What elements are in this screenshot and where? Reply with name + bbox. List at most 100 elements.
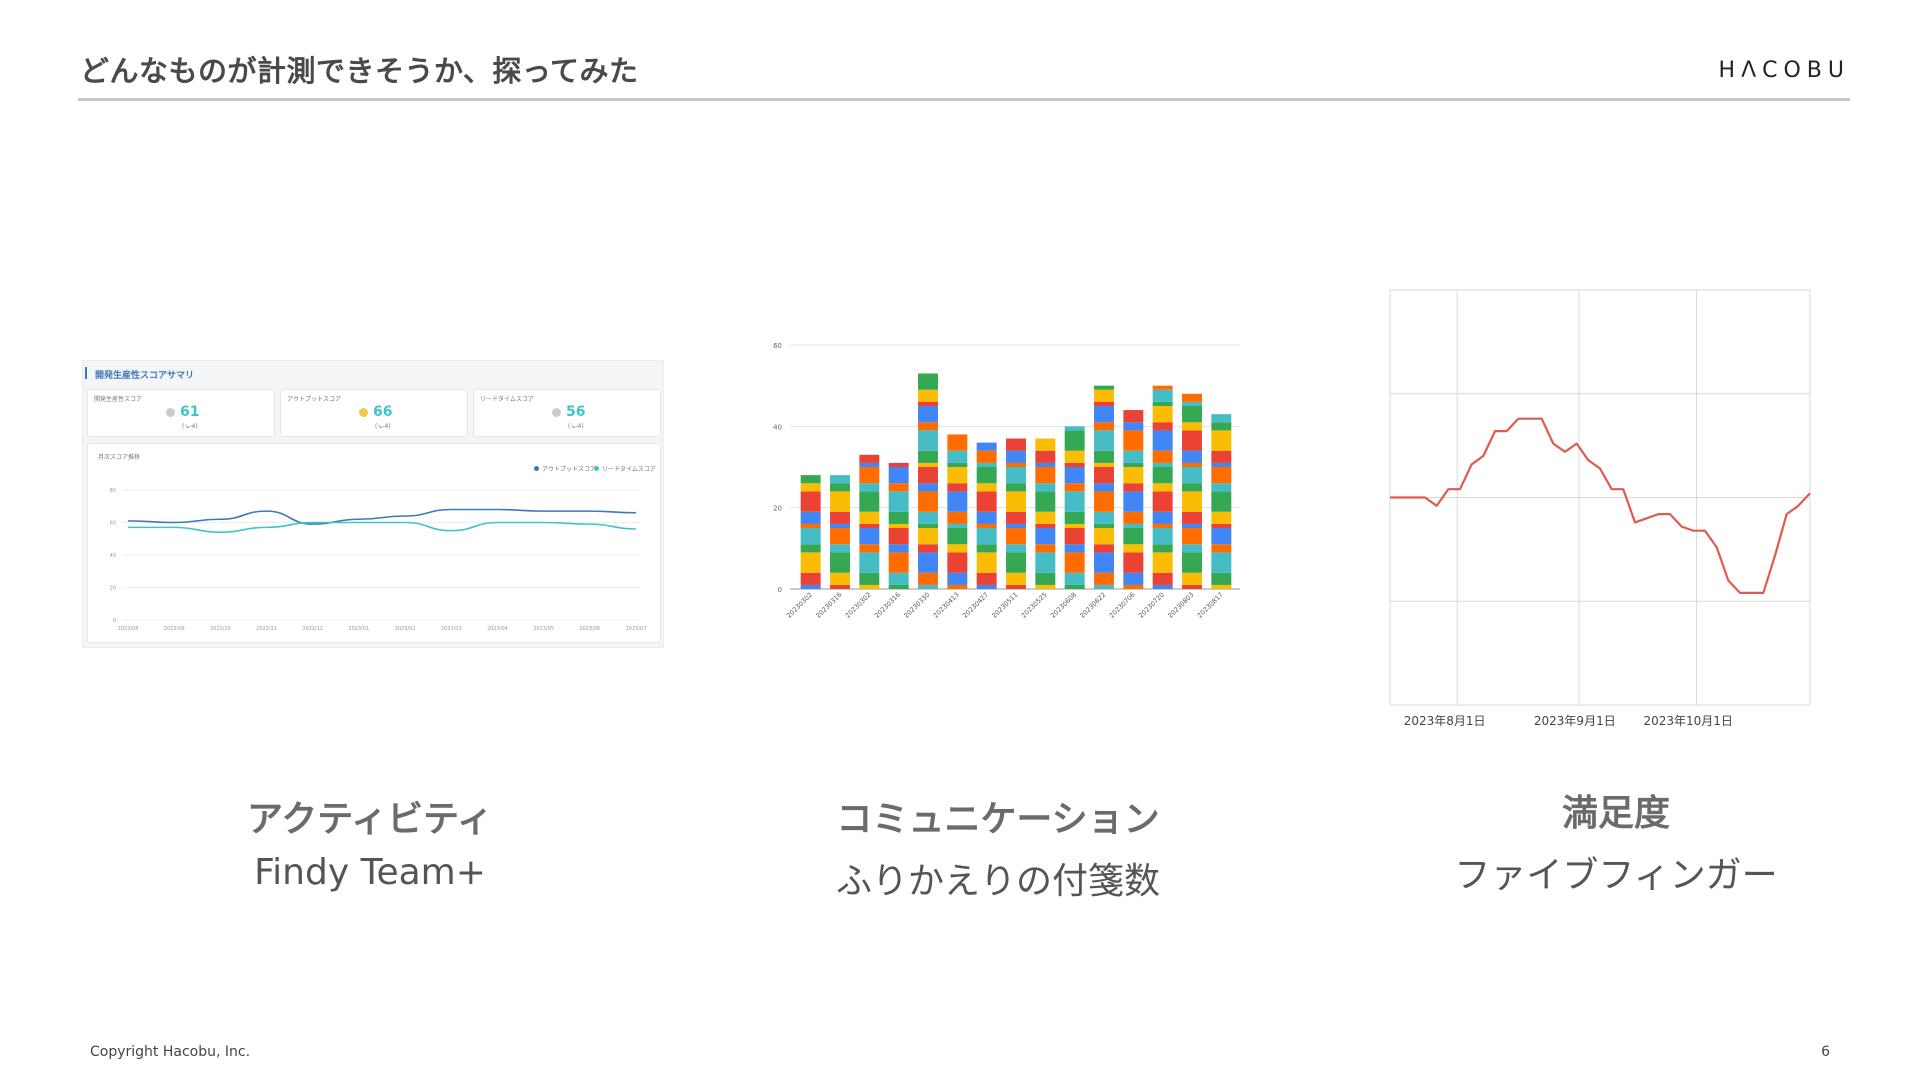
bar-segment [888, 511, 909, 524]
bar-segment [918, 450, 938, 463]
bar-segment [1152, 462, 1173, 467]
x-tick-label: 20230803 [1166, 591, 1195, 620]
bar-segment [918, 373, 938, 390]
bar-segment [1064, 483, 1085, 492]
bar-segment [1035, 491, 1056, 512]
x-tick-label: 2022/08 [118, 626, 139, 632]
bar-segment [1123, 483, 1144, 492]
bar-segment [918, 422, 938, 431]
bar-segment [800, 544, 821, 553]
bar-segment [1035, 584, 1056, 589]
bar-segment [1152, 467, 1173, 484]
bar-segment [1064, 552, 1085, 573]
bar-segment [830, 511, 850, 524]
bar-segment [947, 572, 968, 585]
bar-segment [1035, 467, 1056, 484]
bar-segment [976, 552, 997, 573]
caption-activity: アクティビティ Findy Team+ [70, 790, 670, 893]
findy-trend-chart: 0 20 40 60 80 2022/08 2022/09 2022/10 2022/11 202… [110, 488, 647, 632]
bar-segment [1123, 491, 1144, 512]
y-tick-label: 40 [773, 423, 782, 431]
legend-dot-output [534, 466, 539, 471]
bar-segment [830, 491, 850, 512]
bar-segment [1006, 572, 1026, 585]
bar-segment [1152, 385, 1173, 390]
bar-segment [947, 467, 968, 484]
bar-segment [1152, 422, 1173, 431]
bar-segment [800, 491, 821, 512]
x-tick-label: 2023年8月1日 [1404, 714, 1486, 728]
bar-segment [859, 454, 880, 463]
bar-segment [1123, 584, 1144, 589]
bar-segment [1152, 572, 1173, 585]
bar-segment [830, 544, 850, 553]
y-tick-label: 40 [110, 553, 116, 559]
x-tick-label: 20230608 [1049, 591, 1078, 620]
bar-segment [1064, 523, 1085, 528]
bar-segment [1182, 467, 1202, 484]
bar-segment [918, 491, 938, 512]
bar-segment [1152, 450, 1173, 463]
bar-segment [1094, 422, 1114, 431]
caption-activity-head: アクティビティ [247, 799, 493, 840]
bar-segment [1152, 406, 1173, 423]
bar-segment [1094, 552, 1114, 573]
bar-segment [1152, 430, 1173, 451]
bar-segment [1094, 528, 1114, 545]
bar-segment [976, 528, 997, 545]
bar-segment [859, 552, 880, 573]
findy-section-title: 開発生産性スコアサマリ [95, 371, 195, 381]
bar-segment [1182, 584, 1202, 589]
bar-segment [800, 523, 821, 528]
x-tick-label: 2023/03 [441, 626, 462, 632]
bar-segment [888, 584, 909, 589]
x-tick-label: 20230817 [1196, 591, 1225, 620]
bar-segment [888, 572, 909, 585]
bar-segment [1182, 511, 1202, 524]
score-label: リードタイムスコア [480, 396, 534, 403]
bar-segment [1211, 572, 1232, 585]
bar-segment [1182, 523, 1202, 528]
x-tick-label: 20230525 [1020, 591, 1049, 620]
bar-segment [1211, 552, 1232, 573]
bar-segment [947, 491, 968, 512]
bar-segment [859, 523, 880, 528]
bar-segment [1094, 523, 1114, 528]
bar-segment [1064, 467, 1085, 484]
bar-segment [1182, 393, 1202, 402]
bar-segment [1123, 410, 1144, 423]
bar-segment [1064, 450, 1085, 463]
caption-satisfaction-head: 満足度 [1561, 793, 1670, 834]
slide-title: どんなものが計測できそうか、探ってみた [80, 54, 639, 88]
bar-segment [918, 406, 938, 423]
bar-segment [947, 462, 968, 467]
bar-segment [1182, 572, 1202, 585]
bar-segment [1182, 528, 1202, 545]
bar-segment [830, 475, 850, 484]
bar-segment [976, 584, 997, 589]
bar-segment [918, 572, 938, 585]
bar-segment [976, 462, 997, 467]
bar-segment [1211, 483, 1232, 492]
x-tick-label: 20230316 [814, 591, 843, 620]
bar-segment [1064, 584, 1085, 589]
bar-segment [1152, 523, 1173, 528]
legend-output: アウトプットスコア [542, 466, 597, 473]
bar-segment [1182, 401, 1202, 406]
x-tick-label: 2023年9月1日 [1534, 714, 1616, 728]
bar-segment [1064, 426, 1085, 431]
bar-segment [859, 511, 880, 524]
x-tick-label: 20230427 [961, 591, 990, 620]
score-delta: (↘-4) [568, 423, 584, 430]
legend-leadtime: リードタイムスコア [602, 466, 656, 473]
bar-segment [1123, 450, 1144, 463]
x-tick-label: 20230413 [932, 591, 961, 620]
x-tick-label: 2023年10月1日 [1643, 714, 1732, 728]
bar-segment [1094, 401, 1114, 406]
bar-segment [800, 483, 821, 492]
bar-segment [800, 552, 821, 573]
bar-segment [1006, 467, 1026, 484]
bar-segment [1152, 491, 1173, 512]
x-tick-label: 20230330 [902, 591, 931, 620]
x-tick-label: 20230302 [844, 591, 873, 620]
